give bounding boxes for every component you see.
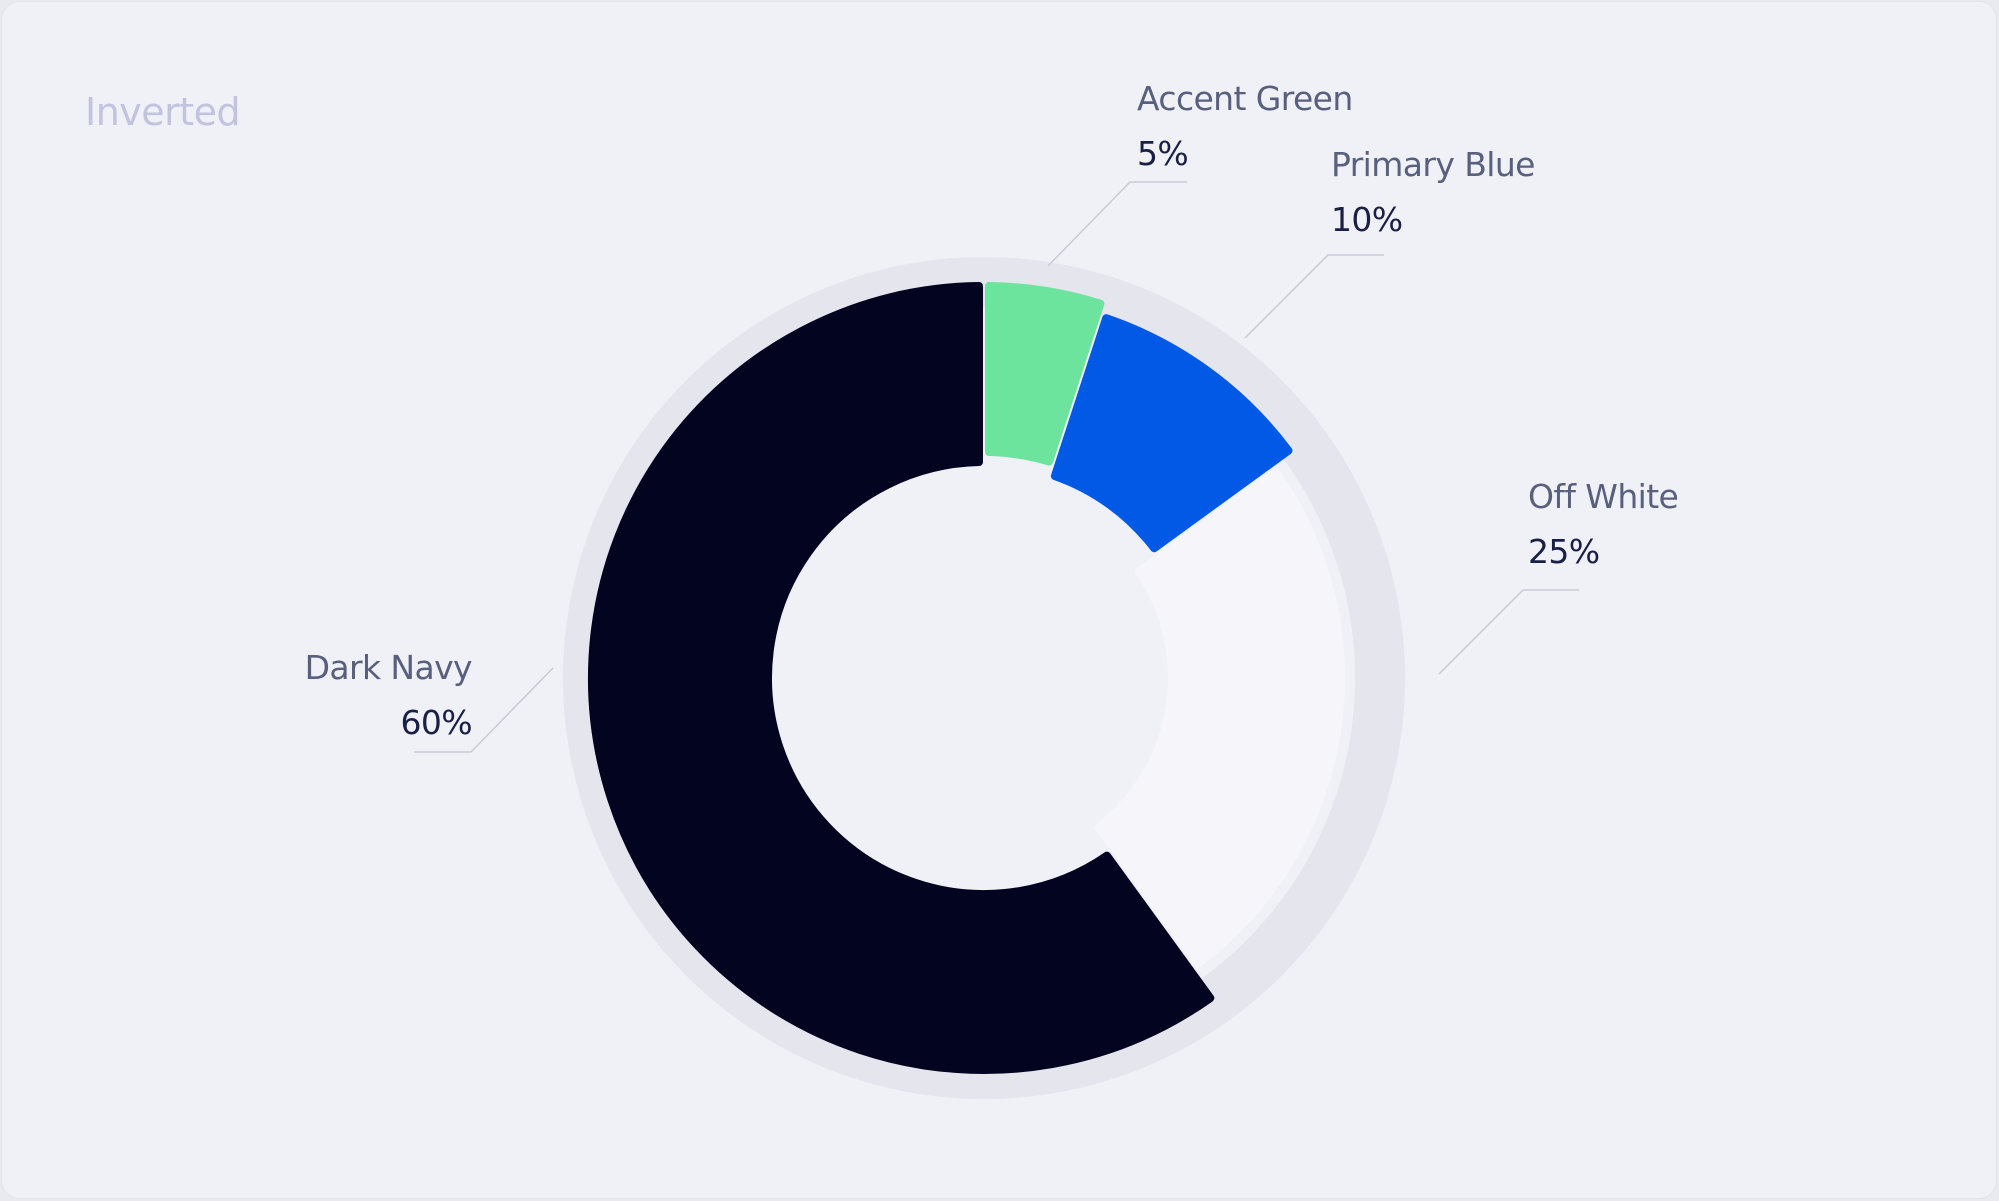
leader-accent-green: [1047, 181, 1187, 267]
donut-slices: [588, 282, 1345, 1074]
leader-lines: [414, 181, 1579, 753]
slice-dark-navy[interactable]: [588, 282, 1215, 1074]
label-value-dark-navy: 60%: [400, 703, 472, 742]
slice-primary-blue[interactable]: [1050, 314, 1293, 553]
chart-title: Inverted: [85, 90, 241, 134]
leader-primary-blue: [1244, 254, 1384, 339]
label-value-primary-blue: 10%: [1331, 200, 1403, 239]
leader-dark-navy: [414, 667, 554, 753]
label-name-dark-navy: Dark Navy: [305, 648, 472, 687]
label-value-accent-green: 5%: [1137, 134, 1188, 173]
slice-labels: Accent Green 5% Primary Blue 10% Off White 25…: [305, 79, 1679, 742]
slice-off-white[interactable]: [1094, 468, 1345, 968]
label-name-off-white: Off White: [1528, 477, 1678, 516]
leader-off-white: [1438, 589, 1579, 675]
label-value-off-white: 25%: [1528, 532, 1600, 571]
label-name-primary-blue: Primary Blue: [1331, 145, 1535, 184]
slice-accent-green[interactable]: [985, 282, 1105, 466]
label-name-accent-green: Accent Green: [1137, 79, 1353, 118]
